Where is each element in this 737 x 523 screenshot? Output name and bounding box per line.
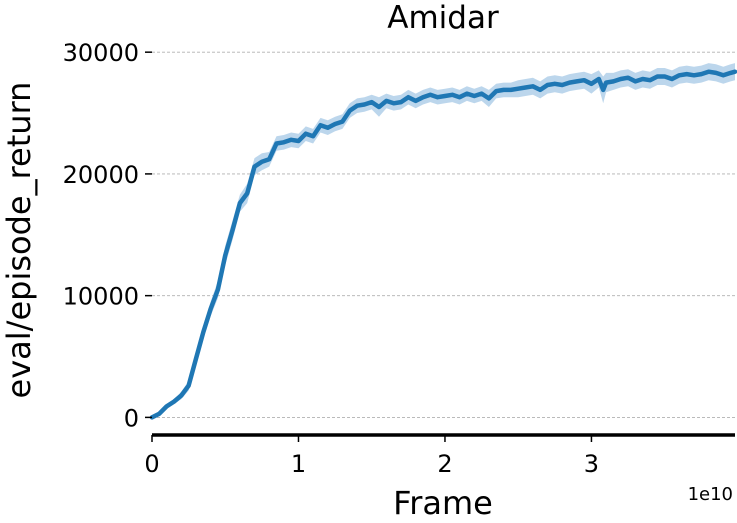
chart-title: Amidar — [387, 0, 499, 36]
tick-marks — [145, 51, 593, 442]
x-tick-label: 3 — [584, 450, 599, 478]
y-tick-label: 10000 — [63, 283, 139, 311]
tick-labels: 0 1 2 3 0 10000 20000 30000 — [63, 39, 599, 478]
gridlines — [152, 51, 735, 418]
x-axis-label: Frame — [393, 484, 493, 522]
x-tick-label: 0 — [144, 450, 159, 478]
mean-return-line — [149, 69, 737, 420]
x-offset-label: 1e10 — [688, 484, 733, 505]
y-tick-label: 20000 — [63, 161, 139, 189]
x-tick-label: 2 — [437, 450, 452, 478]
confidence-band — [152, 63, 735, 418]
y-axis-label: eval/episode_return — [0, 82, 38, 399]
x-tick-label: 1 — [291, 450, 306, 478]
y-tick-label: 0 — [124, 404, 139, 432]
y-tick-label: 30000 — [63, 39, 139, 67]
